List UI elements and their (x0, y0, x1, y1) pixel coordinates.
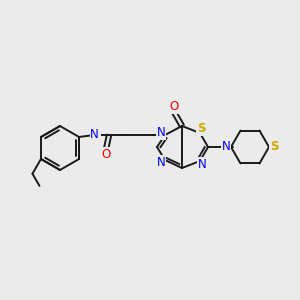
Text: N: N (90, 128, 99, 142)
Text: N: N (157, 155, 165, 169)
Text: O: O (101, 148, 111, 160)
Text: O: O (169, 100, 178, 113)
Text: N: N (198, 158, 206, 170)
Text: H: H (93, 128, 101, 139)
Text: S: S (197, 122, 205, 136)
Text: S: S (270, 140, 278, 154)
Text: N: N (222, 140, 230, 154)
Text: N: N (157, 127, 165, 140)
